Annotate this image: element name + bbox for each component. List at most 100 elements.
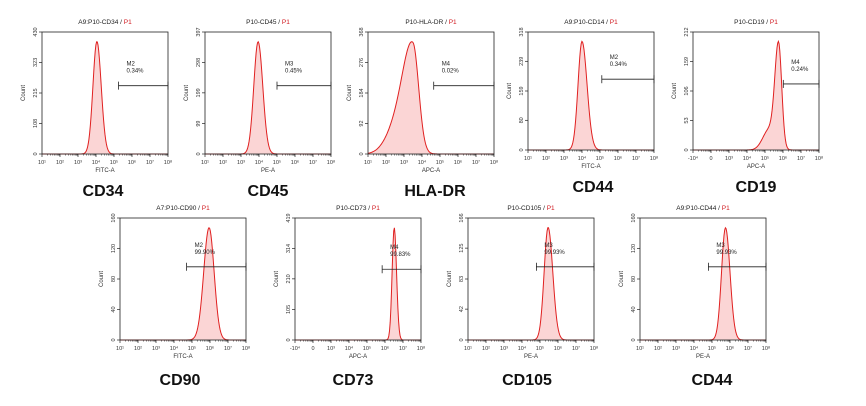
y-tick-label: 184 xyxy=(359,88,365,97)
histogram-panel-cd45: P10-CD45 / P1 10¹ 10² 10³ 10⁴ 10⁵ 10⁶ 10⁷ 10⁸ PE-… xyxy=(184,19,335,200)
histogram-fill xyxy=(640,227,766,340)
x-tick-label: 10⁶ xyxy=(554,345,562,352)
y-axis-label: Count xyxy=(672,83,678,99)
panel-title-sample: A9:P10-CD34 / xyxy=(78,19,124,26)
y-tick-label: 92 xyxy=(359,120,365,126)
y-tick-label: 0 xyxy=(286,338,292,341)
x-tick-label: -10⁴ xyxy=(688,155,699,162)
histogram-fill xyxy=(295,227,421,340)
y-tick-label: 298 xyxy=(196,58,202,67)
y-tick-label: 80 xyxy=(631,276,637,282)
y-tick-label: 83 xyxy=(459,276,465,282)
y-tick-label: 80 xyxy=(519,117,525,123)
y-tick-label: 215 xyxy=(33,88,39,97)
y-axis-label: Count xyxy=(447,271,453,287)
y-tick-label: 159 xyxy=(684,57,690,66)
x-tick-label: 10³ xyxy=(725,156,733,162)
histogram-fill xyxy=(368,41,494,154)
y-tick-label: 160 xyxy=(111,213,117,222)
histogram-panel-cd44b: A9:P10-CD44 / P1 10¹ 10² 10³ 10⁴ 10⁵ 10⁶ 10⁷ 10⁸… xyxy=(619,205,770,389)
y-tick-label: 160 xyxy=(631,213,637,222)
x-axis-label: APC-A xyxy=(747,164,765,170)
x-tick-label: 10⁶ xyxy=(128,159,136,166)
panel-title-sample: A9:P10-CD44 / xyxy=(676,205,722,212)
marker-name: M3 xyxy=(716,243,725,249)
x-tick-label: 10⁵ xyxy=(536,345,544,352)
y-tick-label: 419 xyxy=(286,213,292,222)
panel-title: A9:P10-CD34 / P1 xyxy=(78,19,132,26)
x-tick-label: 10⁶ xyxy=(614,155,622,162)
x-tick-label: 10⁷ xyxy=(632,155,640,162)
x-tick-label: 10⁵ xyxy=(188,345,196,352)
y-tick-label: 120 xyxy=(631,244,637,253)
x-tick-label: 10¹ xyxy=(464,346,472,352)
histogram-panel-cd73: P10-CD73 / P1 -10⁴ 0 10³ 10⁴ 10⁵ 10⁶ 10⁷ 10⁸ APC-… xyxy=(274,205,425,389)
panel-title-sample: P10-HLA-DR / xyxy=(405,19,448,26)
histogram-panel-cd19: P10-CD19 / P1 -10⁴ 0 10³ 10⁴ 10⁵ 10⁶ 10⁷ 10⁸ APC-… xyxy=(672,19,823,196)
x-axis-label: FITC-A xyxy=(581,164,600,170)
x-tick-label: 10³ xyxy=(152,346,160,352)
x-tick-label: 10⁸ xyxy=(815,155,823,162)
histogram-curve xyxy=(120,227,246,341)
x-tick-label: 10⁶ xyxy=(726,345,734,352)
x-tick-label: 10¹ xyxy=(524,156,532,162)
panel-title: A7:P10-CD90 / P1 xyxy=(156,205,210,212)
x-tick-label: 10⁴ xyxy=(578,155,587,162)
x-tick-label: 10¹ xyxy=(636,346,644,352)
x-tick-label: 10⁷ xyxy=(472,159,480,166)
x-tick-label: 10⁴ xyxy=(255,159,264,166)
panel-title: P10-CD105 / P1 xyxy=(507,205,555,212)
y-tick-label: 40 xyxy=(631,306,637,312)
histogram-fill xyxy=(693,41,819,150)
marker-percent: 99.83% xyxy=(390,252,411,258)
histogram-curve xyxy=(693,39,819,151)
histogram-panel-cd44a: A9:P10-CD14 / P1 10¹ 10² 10³ 10⁴ 10⁵ 10⁶ 10⁷ 10⁸… xyxy=(507,19,658,196)
x-tick-label: 10⁶ xyxy=(381,345,389,352)
x-tick-label: 10³ xyxy=(500,346,508,352)
histogram-curve xyxy=(468,227,594,341)
x-tick-label: 10⁷ xyxy=(744,345,752,352)
x-tick-label: 10⁴ xyxy=(690,345,699,352)
y-tick-label: 0 xyxy=(33,152,39,155)
x-tick-label: 10⁵ xyxy=(436,159,444,166)
histogram-panel-cd90: A7:P10-CD90 / P1 10¹ 10² 10³ 10⁴ 10⁵ 10⁶ 10⁷ 10⁸… xyxy=(99,205,250,389)
marker-percent: 99.90% xyxy=(195,250,216,256)
y-tick-label: 368 xyxy=(359,27,365,36)
x-axis-label: PE-A xyxy=(696,354,710,360)
x-tick-label: 10⁸ xyxy=(242,345,250,352)
marker-percent: 0.34% xyxy=(610,62,628,68)
y-tick-label: 199 xyxy=(196,88,202,97)
histogram-curve xyxy=(205,40,331,155)
y-tick-label: 318 xyxy=(519,27,525,36)
y-tick-label: 212 xyxy=(684,27,690,36)
y-tick-label: 40 xyxy=(111,306,117,312)
y-axis-label: Count xyxy=(507,83,513,99)
x-tick-label: 10⁵ xyxy=(708,345,716,352)
marker-label-cd19: CD19 xyxy=(736,179,777,196)
panel-title-sample: A7:P10-CD90 / xyxy=(156,205,202,212)
y-axis-label: Count xyxy=(619,271,625,287)
histogram-curve xyxy=(295,227,421,341)
plot-frame xyxy=(692,31,820,151)
x-tick-label: 10⁷ xyxy=(146,159,154,166)
x-tick-label: 10² xyxy=(542,156,550,162)
x-tick-label: 10⁸ xyxy=(327,159,335,166)
panel-title: P10-HLA-DR / P1 xyxy=(405,19,457,26)
x-tick-label: 10¹ xyxy=(38,160,46,166)
plot-frame xyxy=(467,217,595,341)
panel-title: A9:P10-CD44 / P1 xyxy=(676,205,730,212)
x-tick-label: 10⁷ xyxy=(572,345,580,352)
x-tick-label: 10⁸ xyxy=(590,345,598,352)
marker-name: M4 xyxy=(390,245,399,251)
x-tick-label: 10² xyxy=(482,346,490,352)
panel-title-gate: P1 xyxy=(547,205,555,212)
y-axis-label: Count xyxy=(347,85,353,101)
x-tick-label: 10⁴ xyxy=(170,345,179,352)
marker-label-hladr: HLA-DR xyxy=(404,183,466,200)
x-axis-label: FITC-A xyxy=(173,354,192,360)
plot-frame xyxy=(294,217,422,341)
panel-title-gate: P1 xyxy=(124,19,132,26)
marker-label-cd44a: CD44 xyxy=(573,179,614,196)
y-tick-label: 166 xyxy=(459,213,465,222)
